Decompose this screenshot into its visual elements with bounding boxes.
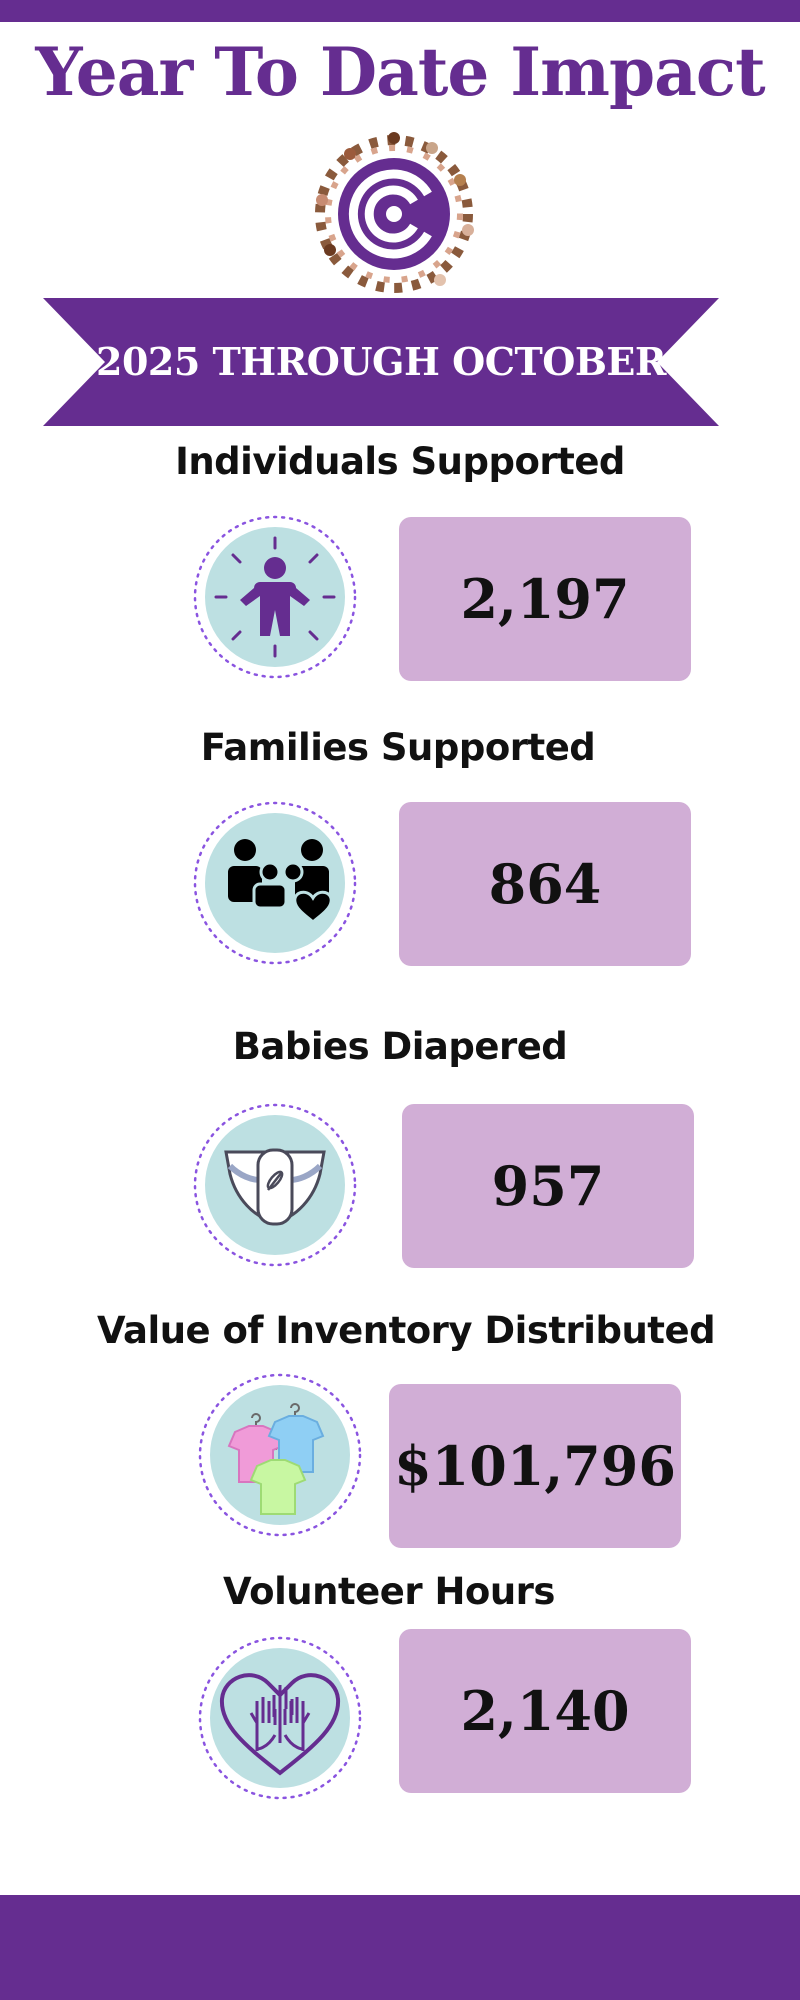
diaper-icon — [190, 1100, 360, 1270]
volunteer-hands-icon — [195, 1633, 365, 1803]
metric-value-families: 864 — [399, 802, 691, 966]
page-title: Year To Date Impact — [35, 33, 765, 111]
logo — [310, 130, 478, 298]
metric-label-volunteer: Volunteer Hours — [223, 1570, 555, 1613]
clothing-icon — [195, 1370, 365, 1540]
metric-label-individuals: Individuals Supported — [175, 440, 625, 483]
metric-value-volunteer: 2,140 — [399, 1629, 691, 1793]
metric-value-individuals: 2,197 — [399, 517, 691, 681]
bottom-bar — [0, 1895, 800, 2000]
top-bar — [0, 0, 800, 22]
metric-label-babies: Babies Diapered — [232, 1025, 568, 1068]
metric-label-inventory: Value of Inventory Distributed — [96, 1309, 716, 1352]
child-icon — [190, 512, 360, 682]
metric-value-babies: 957 — [402, 1104, 694, 1268]
metric-label-families: Families Supported — [200, 726, 596, 769]
banner-text: 2025 THROUGH OCTOBER — [96, 339, 666, 384]
metric-value-inventory: $101,796 — [389, 1384, 681, 1548]
date-range-banner: 2025 THROUGH OCTOBER — [43, 298, 719, 426]
family-icon — [190, 798, 360, 968]
